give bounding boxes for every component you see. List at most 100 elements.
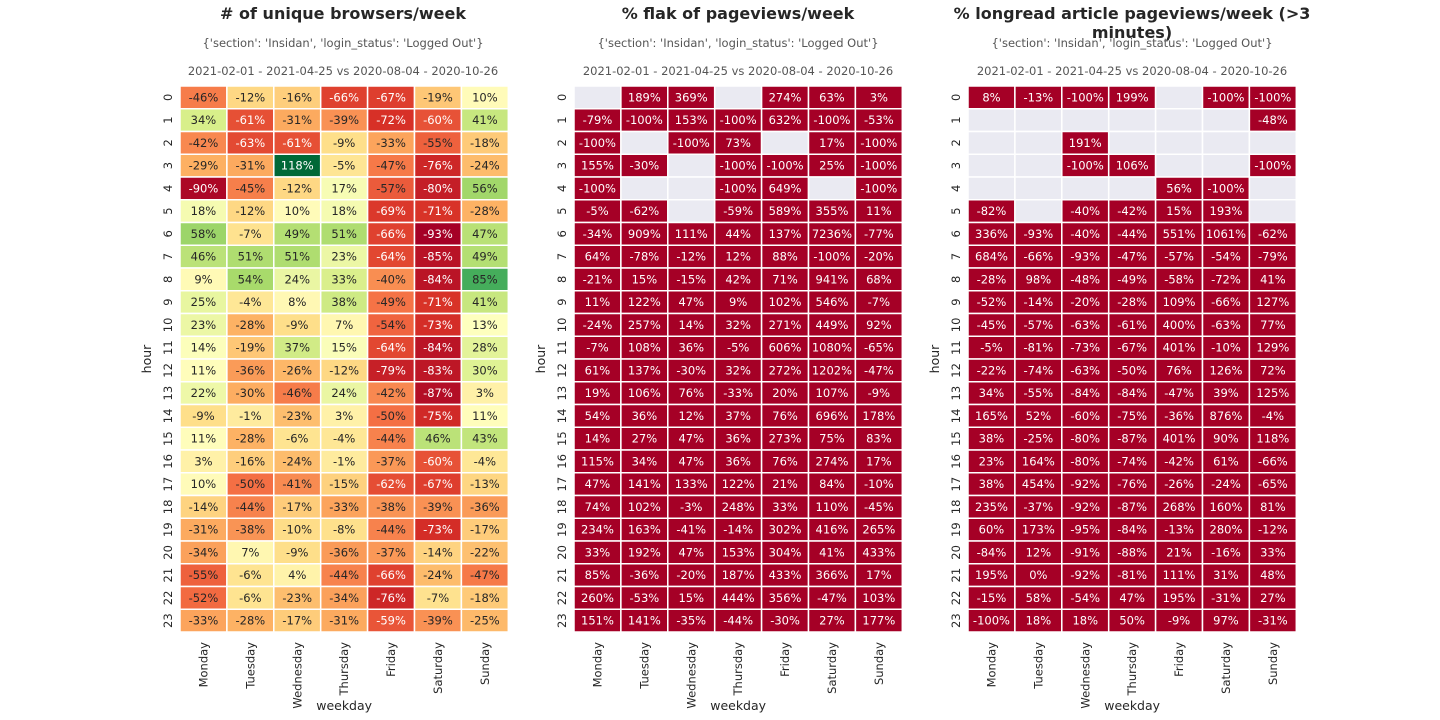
heatmap-cell (1107, 176, 1157, 201)
cell-value-label: 8% (982, 90, 1000, 104)
cell-value-label: 42% (725, 272, 751, 286)
cell-value-label: 265% (862, 523, 895, 537)
cell-value-label: -40% (1070, 227, 1100, 241)
cell-value-label: -100% (1254, 90, 1291, 104)
cell-value-label: 36% (678, 341, 704, 355)
cell-value-label: -66% (1211, 295, 1241, 309)
cell-value-label: 47% (585, 477, 611, 491)
hour-tick-label: 17 (555, 477, 569, 492)
cell-value-label: -20% (676, 568, 706, 582)
cell-value-label: -16% (1211, 545, 1241, 559)
cell-value-label: 164% (1022, 454, 1055, 468)
cell-value-label: 51% (238, 250, 264, 264)
weekday-tick-label: Sunday (478, 642, 492, 685)
cell-value-label: 41% (1260, 272, 1286, 286)
cell-value-label: 58% (191, 227, 217, 241)
cell-value-label: -57% (376, 181, 406, 195)
y-axis-label: hour (533, 344, 548, 373)
cell-value-label: -42% (189, 136, 219, 150)
cell-value-label: -100% (1067, 159, 1104, 173)
cell-value-label: -48% (1070, 272, 1100, 286)
weekday-tick-label: Friday (1172, 642, 1186, 677)
cell-value-label: -19% (423, 90, 453, 104)
cell-value-label: -5% (333, 159, 355, 173)
cell-value-label: -4% (1262, 409, 1284, 423)
cell-value-label: 63% (819, 90, 845, 104)
weekday-tick-label: Sunday (872, 642, 886, 685)
cell-value-label: 46% (425, 432, 451, 446)
cell-value-label: 122% (722, 477, 755, 491)
cell-value-label: 64% (585, 250, 611, 264)
cell-value-label: 47% (472, 227, 498, 241)
hour-tick-label: 7 (949, 253, 963, 260)
cell-value-label: 34% (632, 454, 658, 468)
cell-value-label: -40% (1070, 204, 1100, 218)
cell-value-label: 137% (628, 363, 661, 377)
panel-2-title: % flak of pageviews/week (621, 4, 855, 23)
cell-value-label: -35% (676, 614, 706, 628)
cell-value-label: 36% (632, 409, 658, 423)
cell-value-label: 195% (1163, 591, 1196, 605)
cell-value-label: 9% (194, 272, 212, 286)
cell-value-label: 81% (1260, 500, 1286, 514)
cell-value-label: 19% (585, 386, 611, 400)
hour-tick-label: 14 (949, 409, 963, 424)
hour-tick-label: 7 (555, 253, 569, 260)
cell-value-label: -23% (282, 591, 312, 605)
cell-value-label: 11% (866, 204, 892, 218)
cell-value-label: -100% (860, 136, 897, 150)
cell-value-label: 551% (1163, 227, 1196, 241)
cell-value-label: -82% (977, 204, 1007, 218)
cell-value-label: -93% (1070, 250, 1100, 264)
y-axis-label: hour (927, 344, 942, 373)
cell-value-label: -9% (286, 318, 308, 332)
cell-value-label: -31% (282, 113, 312, 127)
cell-value-label: 133% (675, 477, 708, 491)
cell-value-label: -16% (235, 454, 265, 468)
cell-value-label: 18% (1026, 614, 1052, 628)
hour-tick-label: 23 (555, 613, 569, 628)
cell-value-label: 38% (979, 477, 1005, 491)
weekday-tick-label: Friday (384, 642, 398, 677)
hour-tick-label: 19 (161, 522, 175, 537)
cell-value-label: 129% (1256, 341, 1289, 355)
cell-value-label: -16% (282, 90, 312, 104)
cell-value-label: 25% (819, 159, 845, 173)
cell-value-label: -66% (376, 227, 406, 241)
hour-tick-label: 12 (555, 363, 569, 378)
cell-value-label: 21% (772, 477, 798, 491)
cell-value-label: -26% (282, 363, 312, 377)
cell-value-label: 589% (769, 204, 802, 218)
cell-value-label: -63% (1070, 318, 1100, 332)
weekday-tick-label: Tuesday (243, 642, 257, 690)
cell-value-label: -28% (470, 204, 500, 218)
cell-value-label: -64% (376, 250, 406, 264)
panel-2-subtitle: {'section': 'Insidan', 'login_status': '… (597, 36, 879, 50)
cell-value-label: -24% (583, 318, 613, 332)
cell-value-label: -7% (427, 591, 449, 605)
cell-value-label: 27% (819, 614, 845, 628)
cell-value-label: -79% (583, 113, 613, 127)
cell-value-label: 22% (191, 386, 217, 400)
cell-value-label: -18% (470, 591, 500, 605)
heatmap-cell (967, 130, 1016, 155)
heatmap-cell (1014, 199, 1063, 224)
cell-value-label: 23% (331, 250, 357, 264)
cell-value-label: 17% (819, 136, 845, 150)
cell-value-label: 61% (585, 363, 611, 377)
cell-value-label: 103% (862, 591, 895, 605)
cell-value-label: -78% (629, 250, 659, 264)
cell-value-label: 37% (725, 409, 751, 423)
cell-value-label: 12% (725, 250, 751, 264)
cell-value-label: -62% (376, 477, 406, 491)
cell-value-label: 47% (1119, 591, 1145, 605)
cell-value-label: -67% (376, 90, 406, 104)
cell-value-label: -52% (977, 295, 1007, 309)
cell-value-label: 90% (1213, 432, 1239, 446)
cell-value-label: -46% (189, 90, 219, 104)
cell-value-label: -100% (720, 181, 757, 195)
cell-value-label: -76% (376, 591, 406, 605)
weekday-tick-label: Thursday (337, 642, 351, 697)
cell-value-label: -92% (1070, 477, 1100, 491)
cell-value-label: 122% (628, 295, 661, 309)
